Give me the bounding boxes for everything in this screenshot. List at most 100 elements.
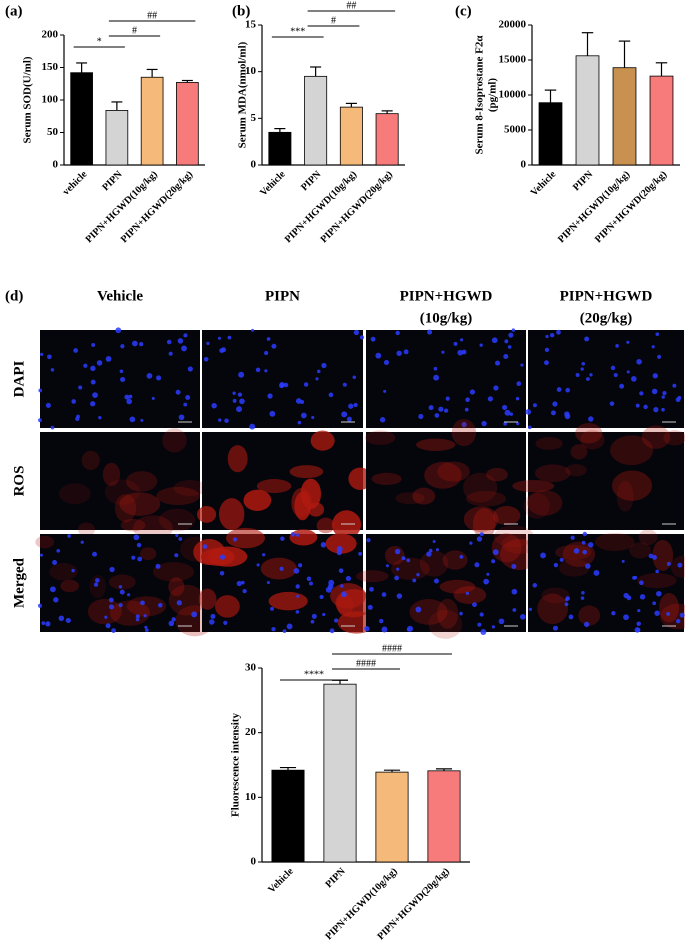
nucleus [336,545,343,552]
nucleus [271,343,277,349]
nucleus [143,614,147,618]
nucleus [630,376,637,382]
y-tick-label: 150 [42,61,59,73]
ros-region [562,541,596,567]
nucleus [322,612,326,617]
nucleus [666,561,671,566]
micrograph-bg [366,432,526,530]
nucleus [39,553,43,557]
ros-region [565,464,587,477]
nucleus [584,336,590,342]
ros-region [439,579,476,594]
nucleus [427,329,433,335]
nucleus [286,623,293,630]
nucleus [654,610,660,616]
nucleus [236,580,242,587]
ros-region [35,535,55,549]
micrograph [366,328,526,428]
nucleus [366,538,371,543]
nucleus [316,369,321,374]
ros-region [289,465,324,479]
nucleus [426,551,432,557]
nucleus [515,396,520,401]
nucleus [131,340,138,347]
nucleus [140,600,145,606]
ros-region [451,418,477,447]
nucleus [593,570,600,576]
nucleus [267,393,273,399]
nucleus [38,388,43,393]
ros-region [570,444,588,460]
nucleus [568,614,574,620]
nucleus [249,423,256,430]
bar [538,102,563,166]
ros-region [289,529,318,546]
nucleus [520,614,526,620]
ros-region [225,527,265,549]
nucleus [364,625,370,632]
nucleus [479,343,483,347]
column-header: Vehicle [97,288,143,304]
nucleus [653,407,659,413]
nucleus [306,576,312,582]
ros-region [409,599,448,625]
nucleus [457,349,464,356]
ros-region [156,486,200,506]
nucleus [219,571,225,576]
nucleus [325,586,332,593]
nucleus [293,567,300,574]
nucleus [575,373,580,377]
ros-region [256,479,292,494]
nucleus [329,628,335,634]
micrograph-bg [366,330,526,428]
ros-region [168,584,205,616]
significance-label: #### [382,643,402,654]
nucleus [655,332,660,337]
nucleus [441,350,445,354]
nucleus [619,383,625,389]
y-tick-label: 200 [42,29,59,41]
nucleus [418,413,424,420]
nucleus [675,618,681,624]
nucleus [171,617,176,622]
ros-region [77,522,96,537]
ros-region [158,508,196,532]
nucleus [552,401,558,407]
nucleus [677,562,683,568]
micrograph-bg [40,432,200,530]
ros-region [87,598,122,625]
nucleus [45,402,51,408]
nucleus [582,531,588,537]
ros-region [523,492,550,519]
bar [140,76,164,166]
nucleus [435,548,439,552]
row-label: ROS [11,466,27,497]
nucleus [131,555,136,560]
nucleus [498,618,505,625]
nucleus [636,621,641,627]
nucleus [140,418,144,422]
nucleus [310,619,315,624]
nucleus [582,549,587,555]
nucleus [135,614,140,619]
nucleus [217,336,221,340]
panel-label: (d) [5,288,23,304]
ros-region [243,489,272,511]
nucleus [135,617,140,622]
ros-region [428,609,463,639]
nucleus [178,414,185,421]
nucleus [156,375,162,381]
ros-region [659,592,680,623]
micrograph [525,329,684,430]
nucleus [237,392,243,397]
nucleus [40,352,44,356]
nucleus [412,578,417,583]
nucleus [394,548,401,555]
nucleus [279,566,284,571]
nucleus [639,580,644,586]
ros-region [89,575,106,599]
nucleus [282,629,287,634]
nucleus [581,591,585,595]
nucleus [637,609,641,613]
nucleus [203,356,209,362]
